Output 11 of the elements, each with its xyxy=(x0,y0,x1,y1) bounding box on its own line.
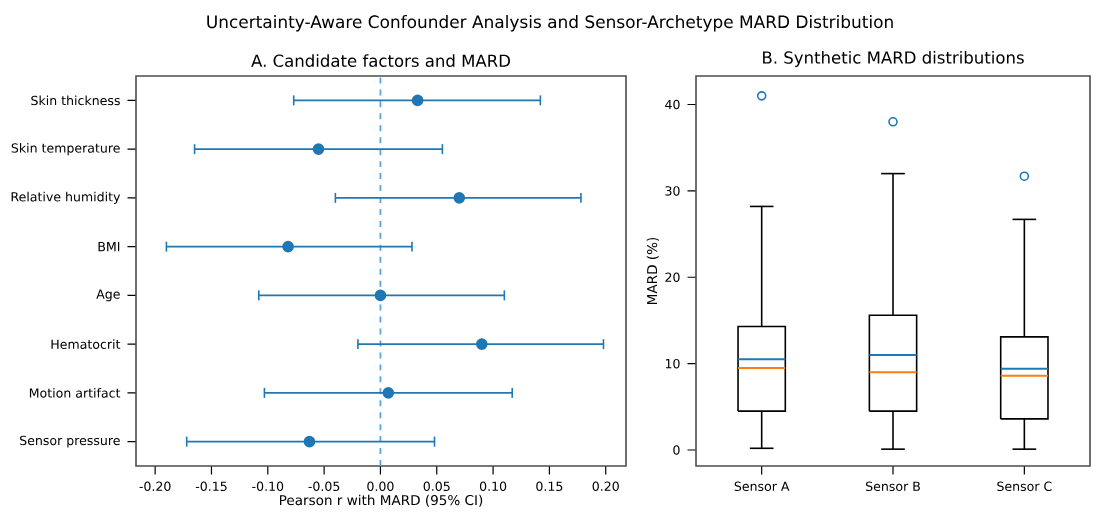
point xyxy=(453,192,466,204)
point xyxy=(312,143,325,155)
chart-title: A. Candidate factors and MARD xyxy=(251,54,510,67)
point xyxy=(303,435,316,448)
text: Uncertainty-Aware Confounder Analysis and Sensor-Archetype MARD Distribution xyxy=(207,15,893,32)
chart-title: B. Synthetic MARD distributions xyxy=(763,50,1024,67)
point xyxy=(476,338,488,350)
point xyxy=(282,240,294,253)
point xyxy=(411,94,424,107)
point xyxy=(382,387,395,399)
point xyxy=(374,289,387,302)
